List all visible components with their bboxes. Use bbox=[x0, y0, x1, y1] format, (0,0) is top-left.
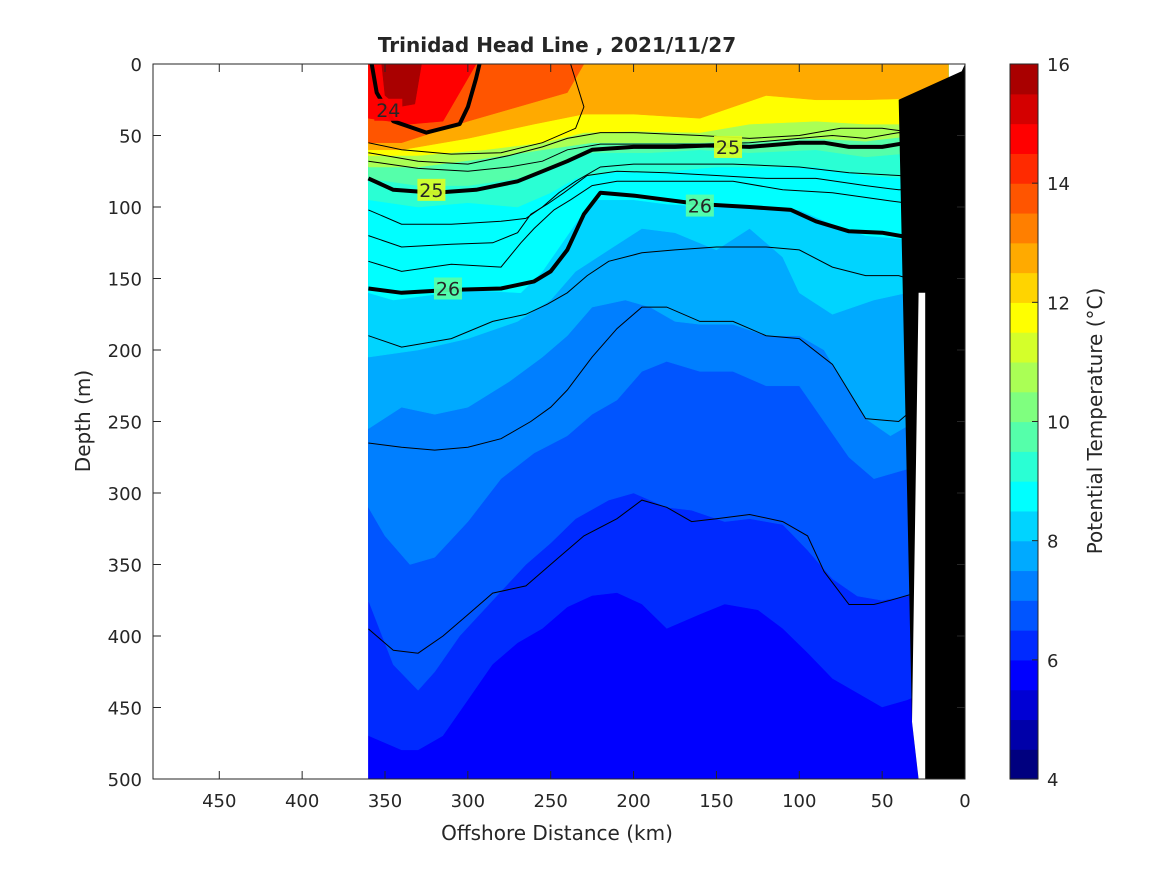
contour-label-bg bbox=[433, 277, 462, 300]
y-tick-label: 300 bbox=[108, 484, 142, 505]
colorbar-tick-label: 4 bbox=[1047, 770, 1058, 791]
colorbar: 4 6 8 10 12 14 16 bbox=[1009, 55, 1070, 791]
colorbar-swatch bbox=[1010, 719, 1038, 750]
isopycnal-line bbox=[368, 246, 933, 348]
colorbar-tick-label: 16 bbox=[1047, 55, 1070, 76]
y-tick-label: 50 bbox=[119, 127, 142, 148]
y-axis-label: Depth (m) bbox=[71, 370, 95, 472]
isopycnal-line bbox=[368, 127, 949, 165]
isopycnal-bold-line bbox=[367, 140, 950, 195]
temperature-fills bbox=[368, 64, 949, 779]
colorbar-swatch bbox=[1010, 749, 1038, 780]
colorbar-swatch bbox=[1010, 272, 1038, 303]
contour-label: 26 bbox=[436, 279, 460, 301]
x-tick-label: 250 bbox=[534, 791, 568, 812]
isopycnal-line bbox=[368, 170, 949, 248]
colorbar-swatch bbox=[1010, 64, 1038, 95]
isopycnal-bold-line bbox=[369, 64, 482, 135]
colorbar-tick-label: 14 bbox=[1047, 174, 1070, 195]
contour-label: 26 bbox=[688, 196, 712, 218]
colorbar-swatch bbox=[1010, 93, 1038, 125]
colorbar-tick-label: 10 bbox=[1047, 413, 1070, 434]
colorbar-swatch bbox=[1010, 361, 1038, 393]
colorbar-swatch bbox=[1010, 689, 1038, 721]
x-tick-label: 200 bbox=[616, 791, 650, 812]
colorbar-swatch bbox=[1010, 212, 1038, 244]
x-tick-label: 0 bbox=[959, 791, 970, 812]
colorbar-swatch bbox=[1010, 332, 1038, 363]
x-tick-label: 400 bbox=[285, 791, 319, 812]
x-tick-label: 150 bbox=[699, 791, 733, 812]
colorbar-swatch bbox=[1010, 302, 1038, 333]
contour-label: 25 bbox=[419, 180, 443, 202]
y-tick-label: 250 bbox=[108, 413, 142, 434]
isopycnal-line bbox=[368, 306, 933, 451]
isopycnal-line bbox=[368, 64, 585, 155]
colorbar-swatch bbox=[1010, 421, 1038, 452]
y-tick-label: 200 bbox=[108, 341, 142, 362]
bathymetry bbox=[898, 64, 965, 779]
isopycnal-line bbox=[368, 499, 932, 654]
colorbar-tick-label: 8 bbox=[1047, 532, 1058, 553]
colorbar-swatch bbox=[1010, 123, 1038, 154]
isopycnal-bold-line bbox=[368, 190, 950, 295]
x-axis-label: Offshore Distance (km) bbox=[441, 821, 673, 845]
y-tick-label: 100 bbox=[108, 198, 142, 219]
colorbar-swatch bbox=[1010, 391, 1038, 423]
no-data-gap bbox=[912, 292, 929, 779]
contour-label: 25 bbox=[716, 137, 740, 159]
contour-label-bg bbox=[685, 194, 714, 217]
isopycnal-line bbox=[368, 163, 949, 225]
x-tick-label: 100 bbox=[782, 791, 816, 812]
isopycnal-line bbox=[368, 180, 949, 272]
x-tick-label: 50 bbox=[871, 791, 894, 812]
isopycnal-line bbox=[368, 132, 949, 172]
colorbar-swatch bbox=[1010, 451, 1038, 482]
contour-labels: 24 25 25 26 26 bbox=[374, 98, 743, 301]
colorbar-swatch bbox=[1010, 183, 1038, 214]
colorbar-swatch bbox=[1010, 510, 1038, 542]
temperature-band bbox=[381, 64, 422, 108]
colorbar-swatch bbox=[1010, 630, 1038, 661]
contour-label-bg bbox=[714, 135, 743, 158]
y-tick-label: 150 bbox=[108, 270, 142, 291]
labeled-isopycnals bbox=[367, 64, 950, 295]
colorbar-swatch bbox=[1010, 540, 1038, 572]
contour-label-bg bbox=[417, 178, 446, 201]
contour-label: 24 bbox=[376, 100, 400, 122]
y-axis-ticks: 0 50 100 150 200 250 300 350 400 450 500 bbox=[108, 55, 965, 791]
colorbar-swatch bbox=[1010, 600, 1038, 631]
y-tick-label: 500 bbox=[108, 770, 142, 791]
colorbar-swatch bbox=[1010, 481, 1038, 512]
y-tick-label: 350 bbox=[108, 556, 142, 577]
thin-isopycnals bbox=[368, 64, 949, 654]
colorbar-swatch bbox=[1010, 570, 1038, 601]
x-tick-label: 450 bbox=[202, 791, 236, 812]
y-tick-label: 400 bbox=[108, 627, 142, 648]
deep-temperature-band bbox=[368, 592, 924, 779]
colorbar-swatch bbox=[1010, 242, 1038, 274]
colorbar-swatch bbox=[1010, 659, 1038, 691]
colorbar-tick-label: 12 bbox=[1047, 293, 1070, 314]
colorbar-swatch bbox=[1010, 153, 1038, 184]
contour-label-bg bbox=[374, 98, 403, 121]
y-tick-label: 450 bbox=[108, 699, 142, 720]
x-axis-ticks: 450 400 350 300 250 200 150 100 50 0 bbox=[202, 64, 971, 812]
chart-title: Trinidad Head Line , 2021/11/27 bbox=[378, 33, 736, 57]
y-tick-label: 0 bbox=[131, 55, 142, 76]
x-tick-label: 300 bbox=[451, 791, 485, 812]
colorbar-label: Potential Temperature (°C) bbox=[1083, 288, 1107, 555]
colorbar-tick-label: 6 bbox=[1047, 651, 1058, 672]
x-tick-label: 350 bbox=[368, 791, 402, 812]
